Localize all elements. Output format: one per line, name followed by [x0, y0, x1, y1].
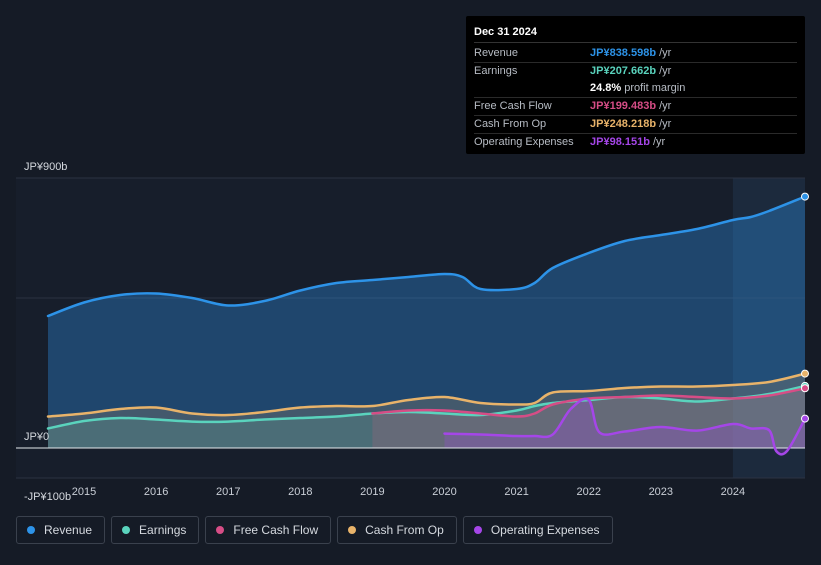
tooltip-unit: /yr [659, 47, 672, 59]
legend-label: Operating Expenses [490, 523, 600, 537]
x-tick-label: 2019 [360, 486, 384, 498]
tooltip-label: Cash From Op [474, 118, 547, 130]
operating-expenses-area [444, 398, 805, 455]
tooltip-row-free-cash-flow: Free Cash Flow JP¥199.483b /yr [474, 98, 797, 116]
y-tick-label: JP¥900b [24, 161, 67, 173]
revenue-line [46, 195, 807, 318]
earnings-line [46, 384, 807, 430]
revenue-area [48, 196, 805, 448]
free-cash-flow-area [372, 388, 805, 448]
revenue-end-point [801, 192, 809, 201]
tooltip-value: JP¥207.662b [590, 65, 657, 77]
legend-item-earnings[interactable]: Earnings [111, 516, 200, 544]
legend-dot-icon [473, 526, 482, 534]
x-tick-label: 2020 [432, 486, 456, 498]
x-tick-label: 2018 [288, 486, 312, 498]
x-tick-label: 2016 [144, 486, 168, 498]
tooltip-row-profit-margin: 24.8% profit margin [474, 80, 797, 98]
legend-label: Free Cash Flow [233, 523, 319, 537]
cash-from-op-line [46, 372, 807, 418]
cash-from-op-end-point [801, 369, 809, 378]
legend-label: Cash From Op [365, 523, 444, 537]
tooltip-label: Revenue [474, 47, 519, 59]
tooltip-row-cash-from-op: Cash From Op JP¥248.218b /yr [474, 116, 797, 134]
legend-item-cash-from-op[interactable]: Cash From Op [337, 516, 457, 544]
tooltip-unit: /yr [659, 118, 672, 130]
free-cash-flow-end-point [801, 384, 809, 393]
tooltip-value: 24.8% [590, 82, 622, 94]
x-tick-label: 2015 [72, 486, 96, 498]
operating-expenses-end-point [801, 414, 809, 423]
tooltip-unit: profit margin [624, 82, 686, 94]
legend-label: Earnings [139, 523, 187, 537]
legend-dot-icon [122, 526, 131, 534]
tooltip-value: JP¥199.483b [590, 100, 657, 112]
tooltip-unit: /yr [652, 136, 666, 148]
legend-dot-icon [27, 526, 35, 534]
operating-expenses-line [443, 397, 807, 456]
tooltip-row-revenue: Revenue JP¥838.598b /yr [474, 45, 797, 63]
x-tick-label: 2022 [576, 486, 600, 498]
x-tick-label: 2021 [504, 486, 528, 498]
tooltip-label: Free Cash Flow [474, 100, 552, 112]
x-tick-label: 2023 [649, 486, 673, 498]
data-tooltip: Dec 31 2024 Revenue JP¥838.598b /yr Earn… [466, 16, 805, 154]
tooltip-label: Earnings [474, 65, 518, 77]
tooltip-value: JP¥248.218b [590, 118, 657, 130]
y-tick-label: JP¥0 [24, 431, 49, 443]
tooltip-value: JP¥838.598b [590, 47, 657, 59]
highlight-region [732, 178, 805, 478]
legend-dot-icon [348, 526, 357, 534]
tooltip-label [474, 80, 590, 97]
legend-label: Revenue [44, 523, 93, 537]
tooltip-date: Dec 31 2024 [474, 24, 797, 43]
legend-item-revenue[interactable]: Revenue [16, 516, 106, 544]
x-tick-label: 2017 [216, 486, 240, 498]
tooltip-row-earnings: Earnings JP¥207.662b /yr [474, 63, 797, 80]
y-tick-label: -JP¥100b [24, 491, 71, 503]
tooltip-unit: /yr [659, 65, 672, 77]
legend-item-free-cash-flow[interactable]: Free Cash Flow [205, 516, 332, 544]
free-cash-flow-line [371, 387, 807, 418]
tooltip-value: JP¥98.151b [590, 136, 650, 148]
legend-item-operating-expenses[interactable]: Operating Expenses [462, 516, 613, 544]
tooltip-row-operating-expenses: Operating Expenses JP¥98.151b /yr [474, 134, 797, 151]
legend-dot-icon [216, 526, 225, 534]
chart-legend: Revenue Earnings Free Cash Flow Cash Fro… [16, 516, 613, 546]
x-tick-label: 2024 [721, 486, 745, 498]
tooltip-unit: /yr [659, 100, 672, 112]
tooltip-label: Operating Expenses [474, 136, 574, 148]
